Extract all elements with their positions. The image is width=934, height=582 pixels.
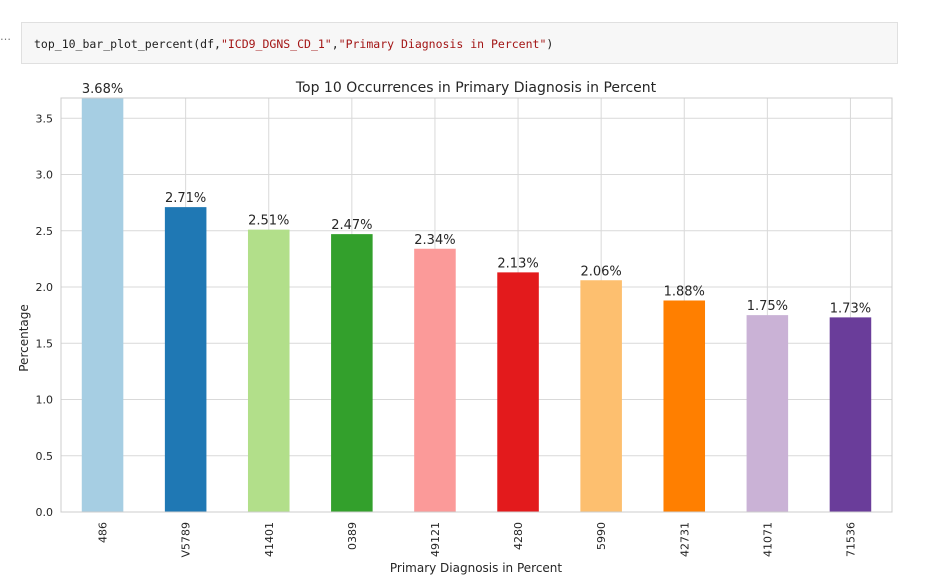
bar-value-label: 2.34% — [414, 233, 455, 248]
y-tick-label: 3.0 — [36, 169, 54, 182]
code-closing-paren: ) — [546, 37, 554, 51]
x-tick-label: 486 — [97, 522, 110, 543]
x-tick-label: 41071 — [761, 522, 774, 557]
bar-value-label: 2.71% — [165, 191, 206, 206]
bar-42731 — [663, 300, 706, 512]
x-tick-label: 41401 — [263, 522, 276, 557]
code-function-call: top_10_bar_plot_percent(df, — [34, 37, 221, 51]
chart-title: Top 10 Occurrences in Primary Diagnosis … — [295, 80, 657, 96]
y-tick-label: 3.5 — [36, 112, 54, 125]
bar-41071 — [746, 315, 789, 512]
y-tick-label: 1.0 — [36, 394, 54, 407]
y-tick-labels: 0.0 0.5 1.0 1.5 2.0 2.5 3.0 3.5 — [36, 112, 54, 519]
x-tick-labels: 486 V5789 41401 0389 49121 4280 5990 42731 41071… — [97, 522, 858, 558]
y-tick-label: 0.5 — [36, 450, 54, 463]
code-cell[interactable]: top_10_bar_plot_percent(df,"ICD9_DGNS_CD… — [21, 22, 898, 64]
bar-value-label: 2.13% — [497, 256, 538, 271]
bar-71536 — [829, 317, 872, 512]
y-tick-label: 2.0 — [36, 281, 54, 294]
x-tick-label: 4280 — [512, 522, 525, 550]
x-axis-label: Primary Diagnosis in Percent — [390, 561, 563, 575]
x-tick-label: 71536 — [844, 522, 857, 557]
x-tick-label: 0389 — [346, 522, 359, 550]
code-string-arg-label: "Primary Diagnosis in Percent" — [338, 37, 547, 51]
x-tick-label: 42731 — [678, 522, 691, 557]
y-tick-label: 0.0 — [36, 506, 54, 519]
bar-41401 — [247, 229, 290, 512]
bar-value-label: 2.47% — [331, 218, 372, 233]
bar-486 — [81, 98, 124, 512]
plot-frame — [60, 97, 893, 513]
bars — [81, 98, 872, 512]
bar-value-label: 1.73% — [830, 301, 871, 316]
bar-V5789 — [164, 207, 207, 512]
x-gridlines — [102, 98, 851, 512]
x-tick-label: V5789 — [180, 522, 193, 558]
bar-4280 — [497, 272, 539, 512]
bar-value-labels: 3.68% 2.71% 2.51% 2.47% 2.34% 2.13% 2.06% 1.88%… — [82, 82, 871, 316]
bar-49121 — [414, 248, 456, 512]
bar-value-label: 3.68% — [82, 82, 123, 97]
bar-5990 — [580, 280, 622, 512]
bar-value-label: 1.75% — [747, 299, 788, 314]
code-comma: , — [331, 37, 339, 51]
bar-chart: 0.0 0.5 1.0 1.5 2.0 2.5 3.0 3.5 486 V5789 41401 03… — [17, 80, 893, 575]
cell-prompt-indicator: … — [0, 30, 11, 43]
y-tick-label: 1.5 — [36, 337, 54, 350]
y-axis-label: Percentage — [17, 304, 31, 372]
bar-value-label: 2.06% — [580, 264, 621, 279]
y-tick-label: 2.5 — [36, 225, 54, 238]
bar-0389 — [331, 234, 373, 512]
chart-output: 0.0 0.5 1.0 1.5 2.0 2.5 3.0 3.5 486 V5789 41401 03… — [0, 70, 934, 582]
code-string-arg-column: "ICD9_DGNS_CD_1" — [220, 37, 332, 51]
x-tick-label: 5990 — [595, 522, 608, 550]
bar-value-label: 1.88% — [664, 285, 705, 300]
bar-value-label: 2.51% — [248, 214, 289, 229]
x-tick-label: 49121 — [429, 522, 442, 557]
